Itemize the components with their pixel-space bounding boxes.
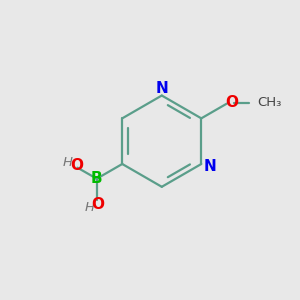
Text: N: N <box>203 159 216 174</box>
Text: H: H <box>84 201 94 214</box>
Text: O: O <box>92 197 105 212</box>
Text: H: H <box>63 156 73 169</box>
Text: O: O <box>70 158 83 173</box>
Text: N: N <box>155 81 168 96</box>
Text: CH₃: CH₃ <box>258 96 282 109</box>
Text: O: O <box>226 95 238 110</box>
Text: B: B <box>91 171 103 186</box>
